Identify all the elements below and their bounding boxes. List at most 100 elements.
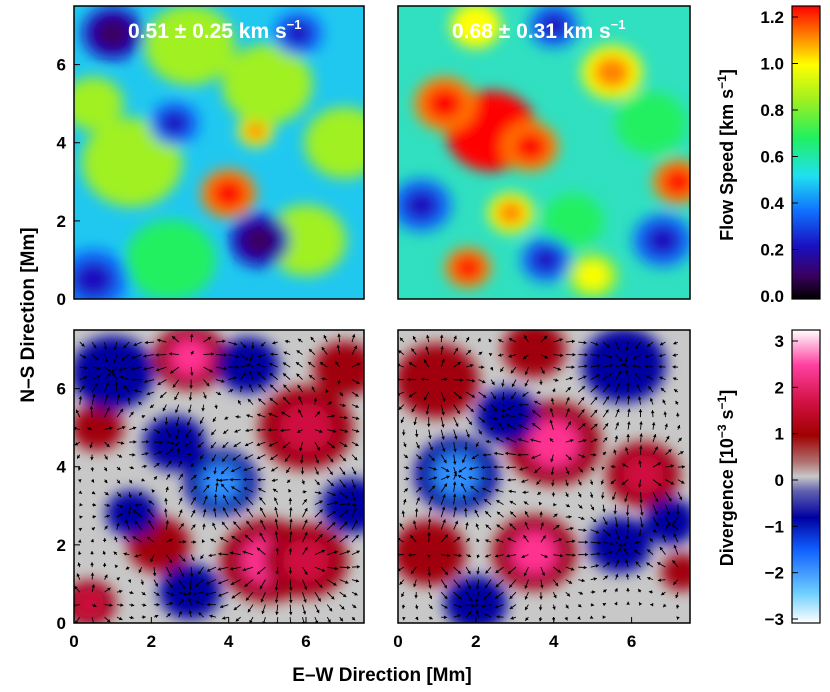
flow-vector-head: [271, 478, 276, 483]
flow-vector-head: [482, 394, 487, 398]
flow-vector-head: [616, 408, 620, 413]
flow-vector-head: [620, 363, 625, 368]
flow-vector-head: [170, 370, 174, 374]
flow-vector-head: [510, 616, 514, 620]
flow-vector-head: [517, 438, 522, 442]
flow-vector-head: [566, 503, 570, 507]
flow-vector-head: [90, 468, 95, 472]
flow-vector-head: [481, 476, 485, 481]
flow-vector-head: [525, 606, 529, 611]
flow-vector-head: [189, 333, 194, 338]
colorbar-tick-label: −3: [765, 610, 784, 629]
flow-vector-head: [289, 587, 293, 591]
flow-vector-head: [468, 466, 473, 471]
flow-vector-head: [408, 553, 412, 557]
flow-vector-head: [242, 567, 246, 572]
flow-vector-head: [183, 540, 187, 544]
flow-vector-head: [554, 582, 559, 587]
flow-vector-head: [496, 500, 500, 504]
flow-vector-head: [304, 508, 308, 512]
flow-vector-head: [91, 584, 96, 588]
flow-vector-head: [106, 443, 110, 448]
flow-vector-head: [443, 459, 447, 464]
flow-vector-head: [623, 363, 627, 367]
flow-vector-head: [211, 458, 215, 462]
flow-vector-head: [411, 408, 415, 413]
flow-vector-head: [221, 521, 226, 526]
flow-vector-head: [501, 410, 506, 414]
flow-vector-head: [352, 497, 356, 501]
flow-vector-head: [297, 384, 301, 389]
heatmap-bottom-left: [74, 330, 364, 623]
flow-vector-head: [523, 572, 528, 577]
flow-vector-head: [441, 358, 445, 363]
flow-vector-head: [233, 496, 237, 500]
flow-vector-head: [337, 333, 341, 337]
flow-vector-head: [638, 533, 642, 537]
flow-vector-head: [538, 618, 543, 622]
flow-vector-head: [596, 374, 600, 378]
flow-vector-head: [616, 395, 620, 399]
flow-vector-head: [259, 585, 263, 590]
flow-vector-head: [590, 467, 595, 471]
flow-vector-head: [647, 343, 651, 347]
flow-vector-head: [342, 593, 347, 598]
flow-vector-head: [673, 533, 677, 538]
flow-vector-head: [246, 597, 250, 601]
divergence-blob: [169, 338, 211, 377]
flow-vector-head: [624, 498, 628, 502]
flow-vector-head: [638, 588, 642, 593]
flow-vector-head: [316, 446, 320, 451]
flow-vector-head: [543, 335, 548, 340]
flow-vector-head: [427, 573, 432, 577]
flow-vector-head: [484, 613, 488, 617]
speed-blob: [454, 255, 483, 281]
speed-blob: [101, 135, 163, 190]
flow-vector-head: [168, 460, 172, 465]
speed-blob: [142, 235, 199, 285]
flow-vector-head: [154, 583, 158, 587]
flow-vector-head: [356, 550, 360, 554]
flow-vector-head: [210, 444, 215, 449]
flow-vector-head: [244, 357, 249, 361]
flow-vector-head: [275, 571, 280, 575]
y-tick-label: 2: [57, 212, 66, 231]
flow-vector-head: [146, 440, 150, 444]
flow-vector-head: [206, 476, 210, 481]
flow-vector-head: [248, 370, 253, 374]
flow-vector-head: [524, 521, 528, 526]
flow-vector-head: [79, 515, 83, 519]
flow-vector-head: [440, 346, 444, 350]
panel-bottom-left-frame: [73, 329, 365, 624]
flow-vector-head: [657, 562, 661, 566]
flow-vector-head: [584, 364, 588, 369]
flow-vector-head: [678, 437, 682, 442]
flow-vector-head: [165, 486, 169, 491]
colorbar-tick-label: −1: [765, 517, 784, 536]
flow-vector-head: [247, 608, 252, 613]
flow-vector-head: [471, 378, 475, 383]
flow-vector-head: [625, 559, 629, 564]
flow-vector-head: [259, 532, 263, 537]
flow-vector-head: [192, 497, 196, 501]
flow-vector-head: [288, 611, 293, 616]
flow-vector-head: [522, 490, 526, 495]
flow-vector-head: [298, 396, 302, 400]
flow-vector-head: [238, 400, 242, 404]
flow-vector-head: [471, 394, 475, 398]
flow-vector-head: [453, 506, 457, 511]
flow-vector-head: [649, 538, 654, 542]
flow-vector-head: [654, 498, 659, 502]
flow-vector-head: [539, 596, 543, 600]
flow-vector-head: [75, 409, 80, 414]
flow-vector-head: [319, 429, 323, 433]
flow-vector-head: [92, 503, 97, 507]
flow-vector-head: [179, 485, 183, 490]
flow-vector-head: [175, 423, 179, 427]
flow-vector-head: [446, 553, 451, 558]
flow-vector-head: [549, 408, 554, 412]
flow-vector-head: [117, 493, 121, 497]
flow-vector-head: [274, 599, 279, 604]
flow-vector-head: [106, 514, 110, 519]
heatmap-top-right: [398, 6, 690, 298]
